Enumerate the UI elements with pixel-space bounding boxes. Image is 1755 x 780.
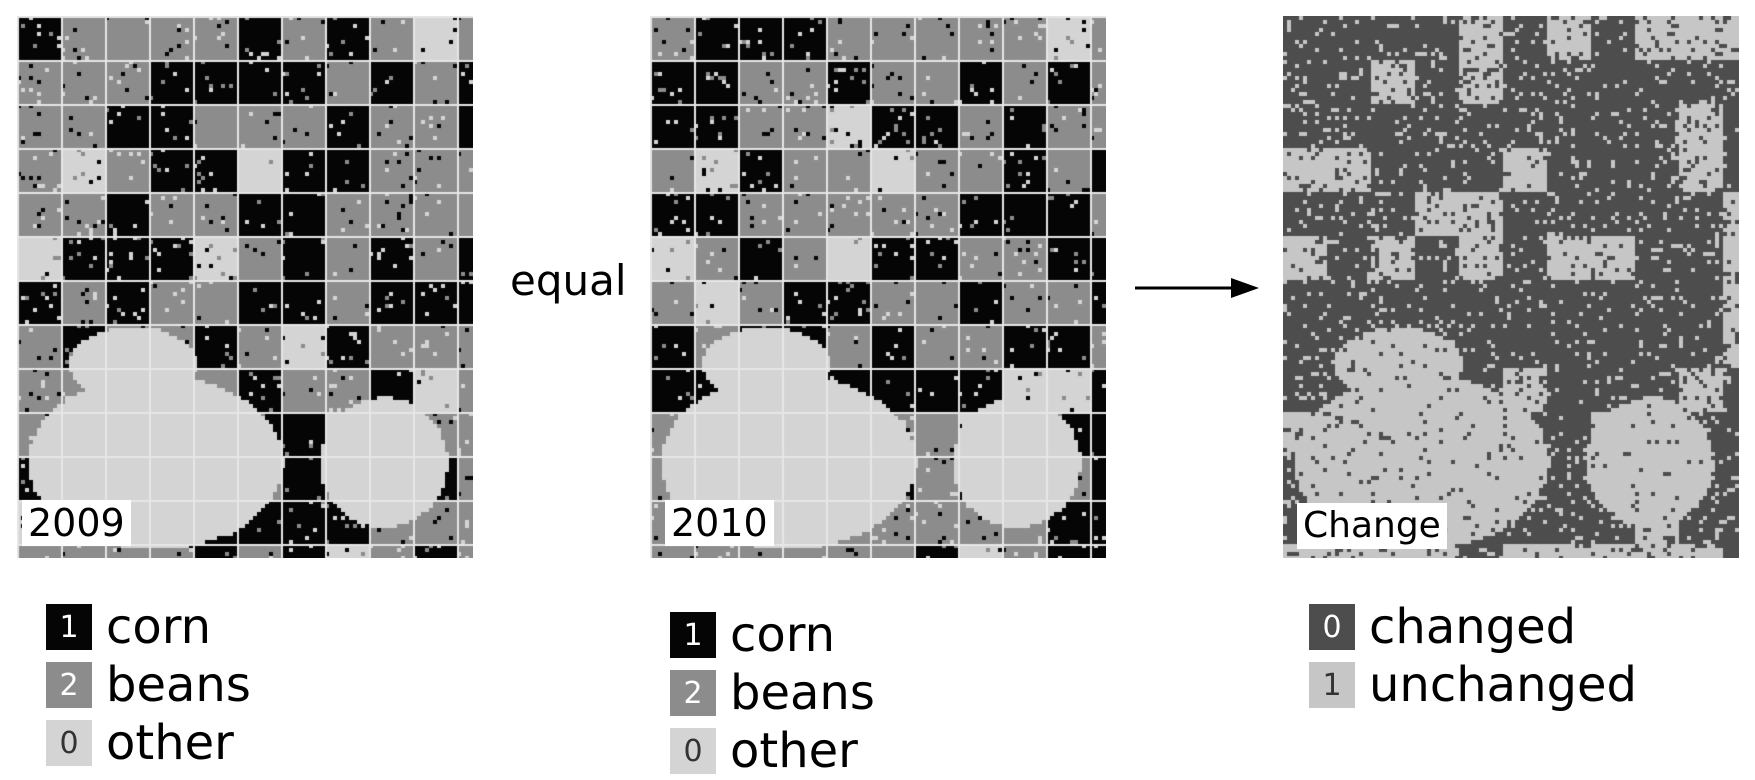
legend-change: 0 changed 1 unchanged [1309, 598, 1637, 714]
swatch-corn: 1 [46, 604, 92, 650]
legend-label-other: other [106, 715, 234, 771]
legend-label-changed: changed [1369, 599, 1577, 655]
legend-2010: 1 corn 2 beans 0 other [670, 606, 875, 780]
map-label-2009: 2009 [22, 500, 131, 546]
map-label-2010: 2010 [665, 500, 774, 546]
swatch-beans: 2 [670, 670, 716, 716]
swatch-corn: 1 [670, 612, 716, 658]
operator-label: equal [510, 256, 627, 305]
legend-label-corn: corn [106, 599, 212, 655]
legend-label-other: other [730, 723, 858, 779]
crop-map-2009 [17, 16, 473, 558]
legend-label-corn: corn [730, 607, 836, 663]
swatch-changed: 0 [1309, 604, 1355, 650]
legend-item-beans: 2 beans [670, 664, 875, 722]
right-arrow-icon [1135, 278, 1259, 298]
legend-item-unchanged: 1 unchanged [1309, 656, 1637, 714]
legend-label-beans: beans [730, 665, 875, 721]
swatch-unchanged: 1 [1309, 662, 1355, 708]
legend-item-beans: 2 beans [46, 656, 251, 714]
legend-item-other: 0 other [670, 722, 875, 780]
legend-label-beans: beans [106, 657, 251, 713]
legend-label-unchanged: unchanged [1369, 657, 1637, 713]
map-label-change: Change [1297, 503, 1447, 549]
swatch-beans: 2 [46, 662, 92, 708]
legend-item-corn: 1 corn [46, 598, 251, 656]
swatch-other: 0 [670, 728, 716, 774]
legend-2009: 1 corn 2 beans 0 other [46, 598, 251, 772]
legend-item-other: 0 other [46, 714, 251, 772]
crop-map-2010 [650, 16, 1106, 558]
legend-item-corn: 1 corn [670, 606, 875, 664]
change-map [1283, 16, 1739, 558]
legend-item-changed: 0 changed [1309, 598, 1637, 656]
swatch-other: 0 [46, 720, 92, 766]
